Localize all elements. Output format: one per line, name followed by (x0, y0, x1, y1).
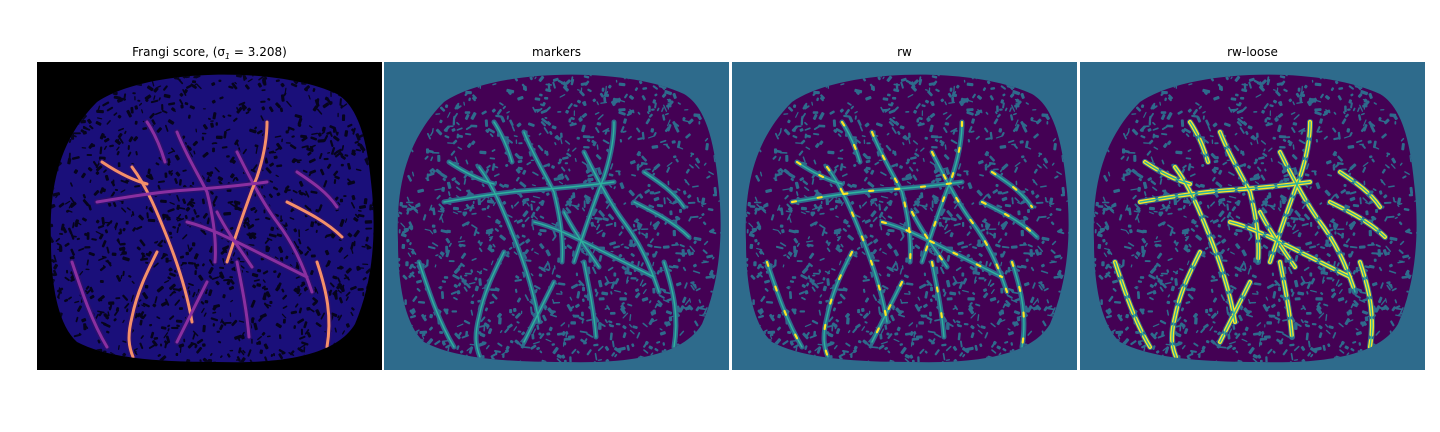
frangi-title-subscript: 1 (225, 52, 231, 61)
frangi-title-tail: = 3.208) (230, 45, 287, 59)
panel-title-rw: rw (897, 45, 912, 59)
vessel-network (1114, 121, 1386, 358)
frangi-svg (37, 62, 382, 370)
frangi-score-image (37, 62, 382, 370)
markers-image (384, 62, 729, 370)
panel-title-markers: markers (531, 45, 582, 59)
rw-image (732, 62, 1077, 370)
panel-title-frangi: Frangi score, (σ1 = 3.208) (37, 44, 382, 61)
vessel-network (70, 120, 344, 359)
rw-loose-image (1080, 62, 1425, 370)
frangi-title-text: Frangi score, (σ (132, 45, 226, 59)
pore-texture (50, 74, 374, 363)
rw-svg (732, 62, 1077, 370)
vessel-network (418, 121, 690, 358)
markers-svg (384, 62, 729, 370)
rw-loose-svg (1080, 62, 1425, 370)
panel-title-rw-loose: rw-loose (1227, 45, 1278, 59)
vessel-network (765, 120, 1039, 359)
